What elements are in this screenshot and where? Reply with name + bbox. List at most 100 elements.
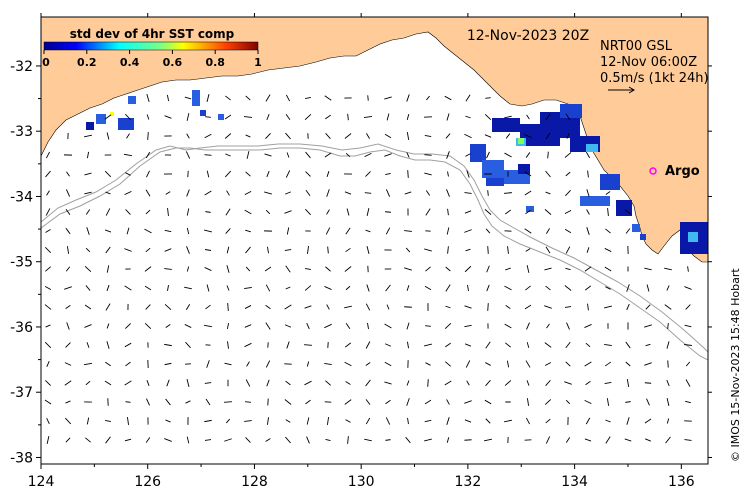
current-vector [485,362,491,366]
current-vector [385,189,391,197]
current-vector [85,285,91,291]
current-vector [384,153,392,157]
current-vector [544,342,552,348]
current-vector [626,303,630,311]
current-vector [304,344,312,346]
current-vector [464,265,472,273]
current-vector [364,438,372,442]
current-vector [685,304,691,310]
x-tick-label: 126 [134,474,161,490]
current-vector [164,438,172,442]
current-vector [385,173,391,175]
current-vector [206,94,210,102]
current-vector [85,437,91,443]
current-vector [345,285,351,291]
current-vector [584,285,592,291]
current-vector [44,341,52,349]
current-vector [464,133,472,139]
current-vector [305,189,311,197]
current-vector [46,361,50,367]
current-vector [265,132,271,140]
current-vector [626,378,630,388]
current-vector [145,189,151,197]
current-vector [227,302,229,312]
current-vector [205,116,211,118]
current-vector [684,286,692,290]
current-vector [204,419,212,423]
current-vector [265,284,271,292]
current-vector [566,133,570,139]
current-vector [384,323,392,329]
current-vector [345,322,351,330]
current-vector [326,304,330,310]
x-tick-label: 134 [561,474,588,490]
current-vector [204,382,212,384]
current-vector [324,152,332,158]
current-vector [545,191,551,195]
current-vector [205,211,211,213]
current-vector [504,323,512,329]
argo-float-marker [649,167,657,175]
current-vector [604,266,612,272]
current-vector [66,246,70,254]
current-vector [45,266,51,272]
current-vector [465,360,471,368]
current-vector [446,189,450,197]
current-vector [487,303,489,311]
current-scale-label: 0.5m/s (1kt 24h) [600,71,709,86]
current-vector [544,305,552,309]
current-vector [464,210,472,214]
current-vector [645,343,651,347]
current-vector [124,190,132,196]
date-title: 12-Nov-2023 20Z [467,28,589,44]
y-tick-label: -33 [10,124,33,140]
slope-contour [41,143,708,353]
current-vector [484,209,492,215]
current-vector [64,362,72,366]
current-vector [544,362,552,366]
current-vector [505,267,511,271]
current-vector [325,227,331,235]
current-vector [246,151,250,159]
current-vector [626,417,630,425]
current-vector [365,399,371,405]
current-vector [605,419,611,423]
current-vector [565,246,571,254]
current-vector [365,341,371,349]
current-vector [507,246,509,254]
current-vector [565,171,571,177]
current-vector [467,284,469,292]
current-vector [445,305,451,309]
current-vector [406,152,410,158]
current-vector [545,170,551,178]
current-vector [243,116,253,118]
current-vector [646,284,650,292]
current-vector [406,285,410,291]
current-vector [144,285,152,291]
current-vector [146,170,150,178]
current-vector [384,361,392,367]
current-vector [164,229,172,233]
current-vector [546,228,550,234]
current-vector [146,114,150,120]
current-vector [325,133,331,139]
current-vector [625,401,631,403]
current-vector [244,420,252,422]
current-vector [364,192,372,194]
y-tick-label: -35 [10,255,33,271]
current-vector [206,284,210,292]
current-vector [105,361,111,367]
current-vector [465,94,471,102]
argo-label: Argo [665,164,700,179]
current-vector [186,189,190,197]
x-tick-label: 136 [668,474,695,490]
current-vector [407,417,409,425]
current-vector [426,95,430,101]
current-vector [406,322,410,330]
current-vector [324,323,332,329]
current-vector [125,401,131,403]
current-vector [347,436,349,444]
current-vector [684,439,692,441]
current-vector [505,133,511,139]
